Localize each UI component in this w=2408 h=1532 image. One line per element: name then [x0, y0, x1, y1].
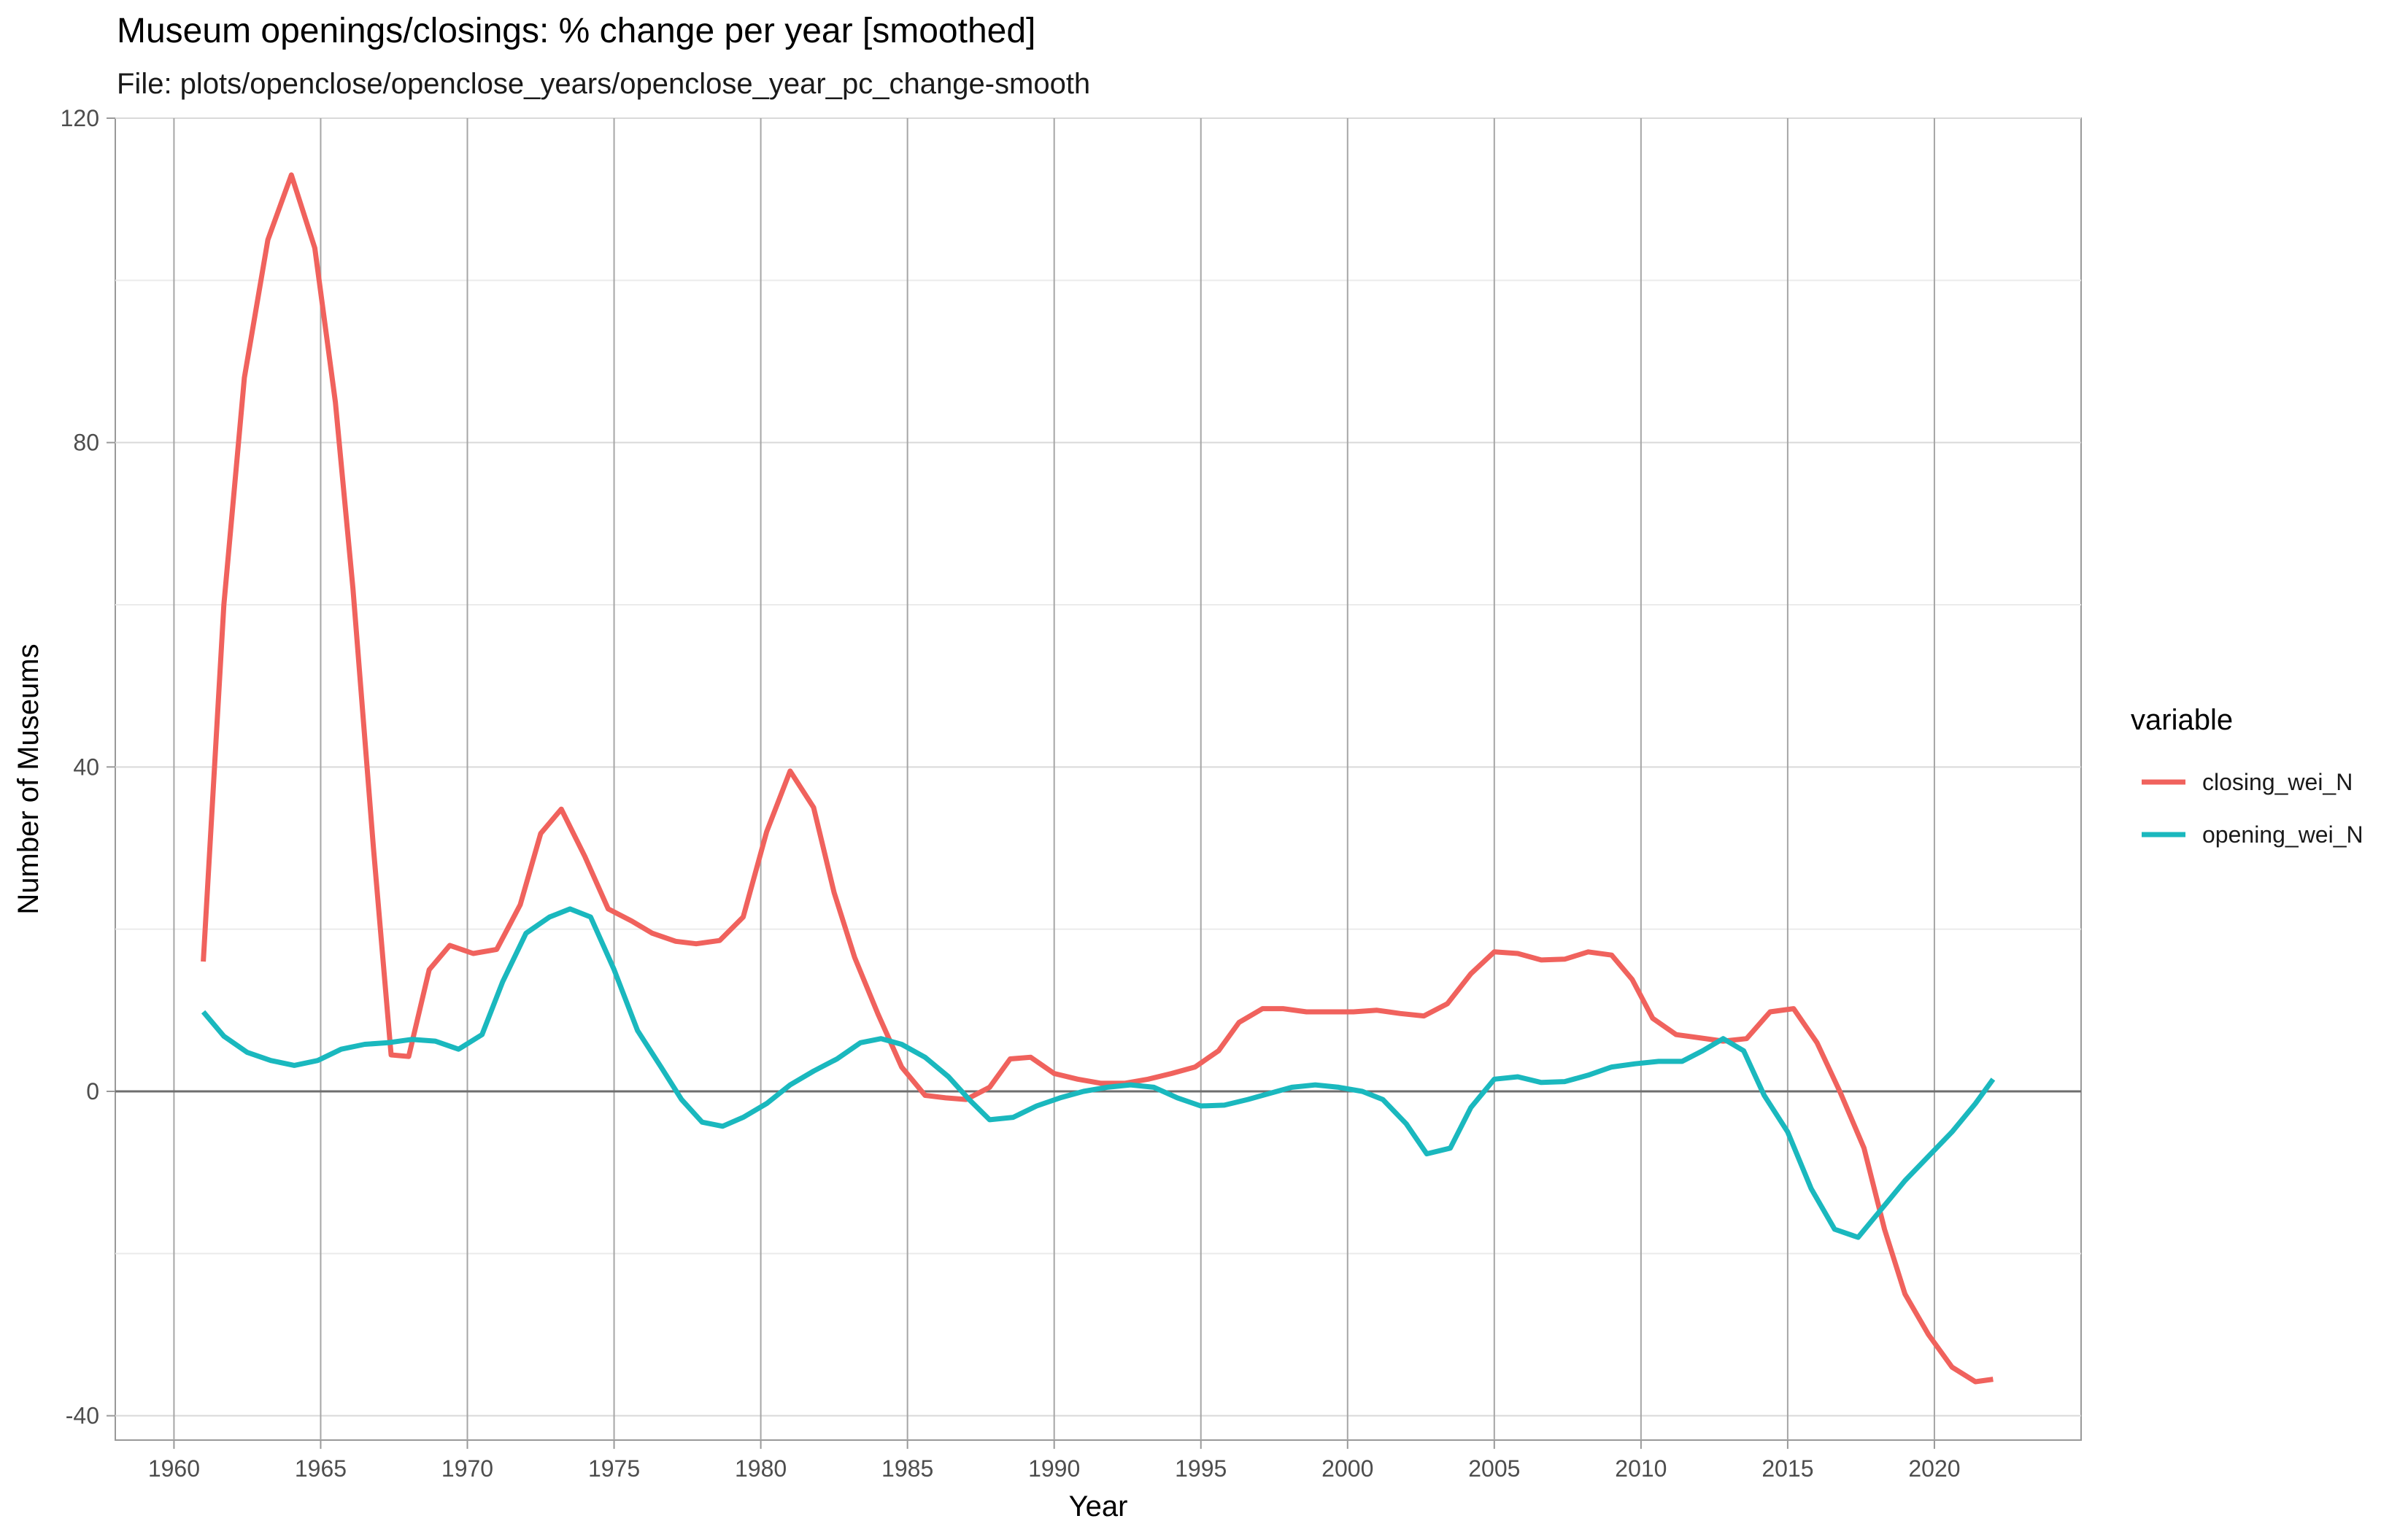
x-tick-label: 1960: [148, 1455, 200, 1482]
chart-title: Museum openings/closings: % change per y…: [117, 12, 1035, 50]
x-tick-label: 1970: [441, 1455, 493, 1482]
x-tick-label: 1980: [735, 1455, 787, 1482]
x-tick-label: 2005: [1468, 1455, 1520, 1482]
legend-item-closing-wei-N: closing_wei_N: [2142, 769, 2353, 795]
x-tick-label: 1965: [295, 1455, 347, 1482]
y-tick-label: 80: [73, 430, 99, 456]
x-tick-label: 1990: [1028, 1455, 1080, 1482]
x-tick-label: 2010: [1615, 1455, 1667, 1482]
x-tick-label: 1985: [881, 1455, 933, 1482]
chart-subtitle: File: plots/openclose/openclose_years/op…: [117, 68, 1090, 100]
series-layer: [201, 172, 1996, 1385]
x-tick-label: 2020: [1908, 1455, 1960, 1482]
y-tick-label: -40: [66, 1403, 99, 1429]
y-tick-label: 40: [73, 754, 99, 780]
legend-title: variable: [2131, 704, 2233, 736]
legend-label: opening_wei_N: [2202, 821, 2363, 848]
plot-panel: [115, 117, 2082, 1441]
y-axis-title: Number of Museums: [12, 643, 45, 914]
legend-item-opening-wei-N: opening_wei_N: [2142, 821, 2363, 848]
legend: variable closing_wei_N opening_wei_N: [2131, 704, 2363, 848]
y-tick-label: 120: [61, 105, 99, 131]
x-tick-label: 1975: [588, 1455, 640, 1482]
x-axis-title: Year: [1069, 1490, 1128, 1523]
x-tick-label: 1995: [1175, 1455, 1227, 1482]
x-axis-ticks: 1960 1965 1970 1975 1980 1985 1990 1995 2000 2005…: [148, 1440, 1961, 1482]
y-tick-label: 0: [86, 1078, 99, 1104]
series-line-closing-wei-N: [201, 172, 1994, 1385]
legend-label: closing_wei_N: [2202, 769, 2353, 795]
legend-items: closing_wei_N opening_wei_N: [2142, 769, 2363, 848]
minor-gridlines: [115, 279, 2081, 1255]
y-axis-ticks: -40 0 40 80 120: [61, 105, 115, 1429]
x-tick-label: 2015: [1761, 1455, 1813, 1482]
x-tick-label: 2000: [1321, 1455, 1373, 1482]
series-line-opening-wei-N: [201, 906, 1996, 1240]
